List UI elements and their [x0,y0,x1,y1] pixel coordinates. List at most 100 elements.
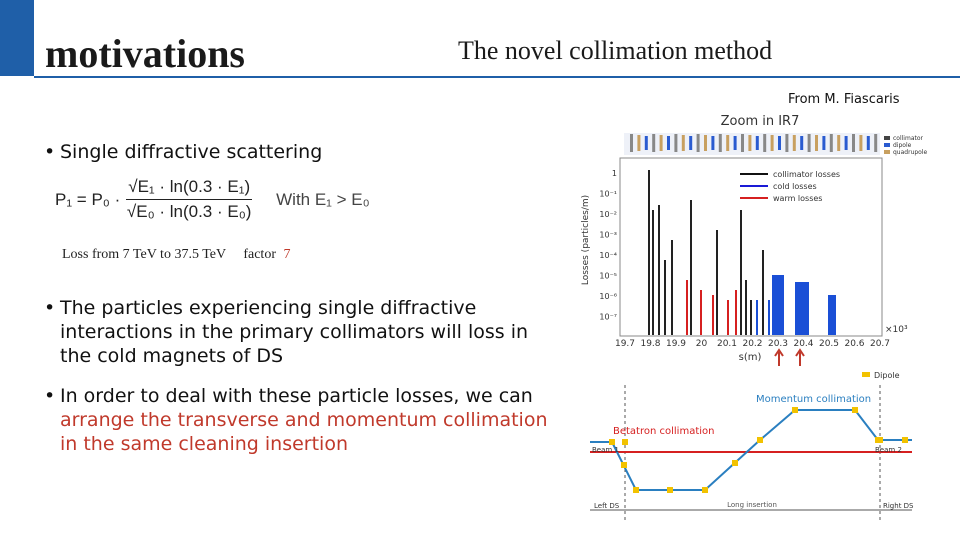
bullet: Single diffractive scattering [44,140,460,164]
x-tick-label: 19.8 [640,339,660,349]
lattice-element [718,134,722,152]
lattice-element [822,136,826,150]
x-multiplier: ×10³ [885,325,908,335]
lattice-element [704,135,707,151]
dipole [792,407,798,413]
y-tick-label: 10⁻⁴ [599,251,617,260]
dipole [609,439,615,445]
x-tick-label: 20.5 [819,339,839,349]
left-ds: Left DS [594,502,620,510]
x-tick-label: 20.4 [793,339,813,349]
lattice-element [681,135,685,151]
loss-bar [727,300,729,335]
right-ds: Right DS [883,502,914,510]
lattice-element [770,135,774,151]
dipole [877,437,883,443]
lattice-element [852,134,855,152]
loss-bar [745,280,747,335]
lattice-element [785,134,789,152]
lattice-element [748,135,752,151]
cold-loss [772,275,784,335]
loss-bars [648,170,836,335]
bullet-highlight: arrange the transverse and momentum coll… [60,409,548,455]
loss-bar [735,290,737,335]
loss-bar [740,210,742,335]
bullet-text: In order to deal with these particle los… [60,385,533,407]
loss-bar [756,300,758,335]
lattice-element [837,135,841,151]
dipole [621,462,627,468]
dipole [622,439,628,445]
dipoles [609,407,908,493]
lattice-element [763,134,767,152]
lattice-element [807,134,811,152]
lattice-element [755,136,759,150]
legend-label: warm losses [773,194,822,203]
y-tick-label: 10⁻¹ [599,190,617,199]
condition: With E₁ > E₀ [276,189,370,209]
loss-bar [700,290,702,335]
factor-label: factor [243,247,276,262]
legend-swatch [884,150,890,154]
dipole-label: Dipole [874,371,900,380]
y-tick-label: 10⁻⁷ [599,313,617,322]
factor-value: 7 [283,247,291,262]
y-tick-label: 1 [612,169,617,178]
loss-text: Loss from 7 TeV to 37.5 TeV [62,247,226,262]
legend-label: collimator losses [773,170,840,179]
lattice-element [778,136,781,150]
header-accent [0,0,34,76]
beam2-label: Beam 2 [875,446,902,454]
loss-bar [686,280,688,335]
denominator: √E₀ · ln(0.3 · E₀) [126,202,252,221]
lattice-element [815,135,818,151]
dipole [902,437,908,443]
betatron-label: Betatron collimation [613,426,714,437]
lattice-element [711,136,715,150]
formula: P₁ = P₀ · √E₁ · ln(0.3 · E₁) √E₀ · ln(0.… [55,177,370,222]
lattice-element [689,136,693,150]
loss-bar [712,295,714,335]
lattice-element [667,136,670,150]
lattice-element [800,136,804,150]
header-rule [34,76,960,78]
loss-bar [768,300,770,335]
lattice-element [644,136,648,150]
lattice-element [637,135,641,151]
y-tick-label: 10⁻² [599,210,617,219]
x-tick-label: 20.7 [870,339,890,349]
loss-bar [652,210,654,335]
bullet: The particles experiencing single diffra… [44,296,560,368]
lattice-element [674,134,678,152]
lattice-element [741,134,744,152]
x-tick-label: 19.7 [615,339,635,349]
legend-swatch [884,136,890,140]
bullet: In order to deal with these particle los… [44,384,565,456]
lattice-element [652,134,656,152]
arrows [774,348,805,366]
x-tick-label: 19.9 [666,339,686,349]
loss-bar [690,200,692,335]
loss-bar [671,240,673,335]
loss-bar [750,300,752,335]
dipole [633,487,639,493]
beam1-line [590,409,912,491]
lattice-element [659,135,663,151]
x-tick-label: 20 [696,339,708,349]
loss-bar [762,250,764,335]
dipole [852,407,858,413]
dipole-swatch [862,372,870,377]
legend-label: collimator [893,135,924,142]
lattice-element [726,135,730,151]
x-tick-label: 20.3 [768,339,788,349]
lattice-element [733,136,737,150]
momentum-label: Momentum collimation [756,394,871,405]
dipole [667,487,673,493]
y-tick-label: 10⁻³ [599,231,617,240]
credit: From M. Fiascaris [788,92,900,107]
legend-label: dipole [893,142,912,149]
formula-lhs: P₁ = P₀ · [55,189,121,209]
slide-subtitle: The novel collimation method [458,36,773,65]
